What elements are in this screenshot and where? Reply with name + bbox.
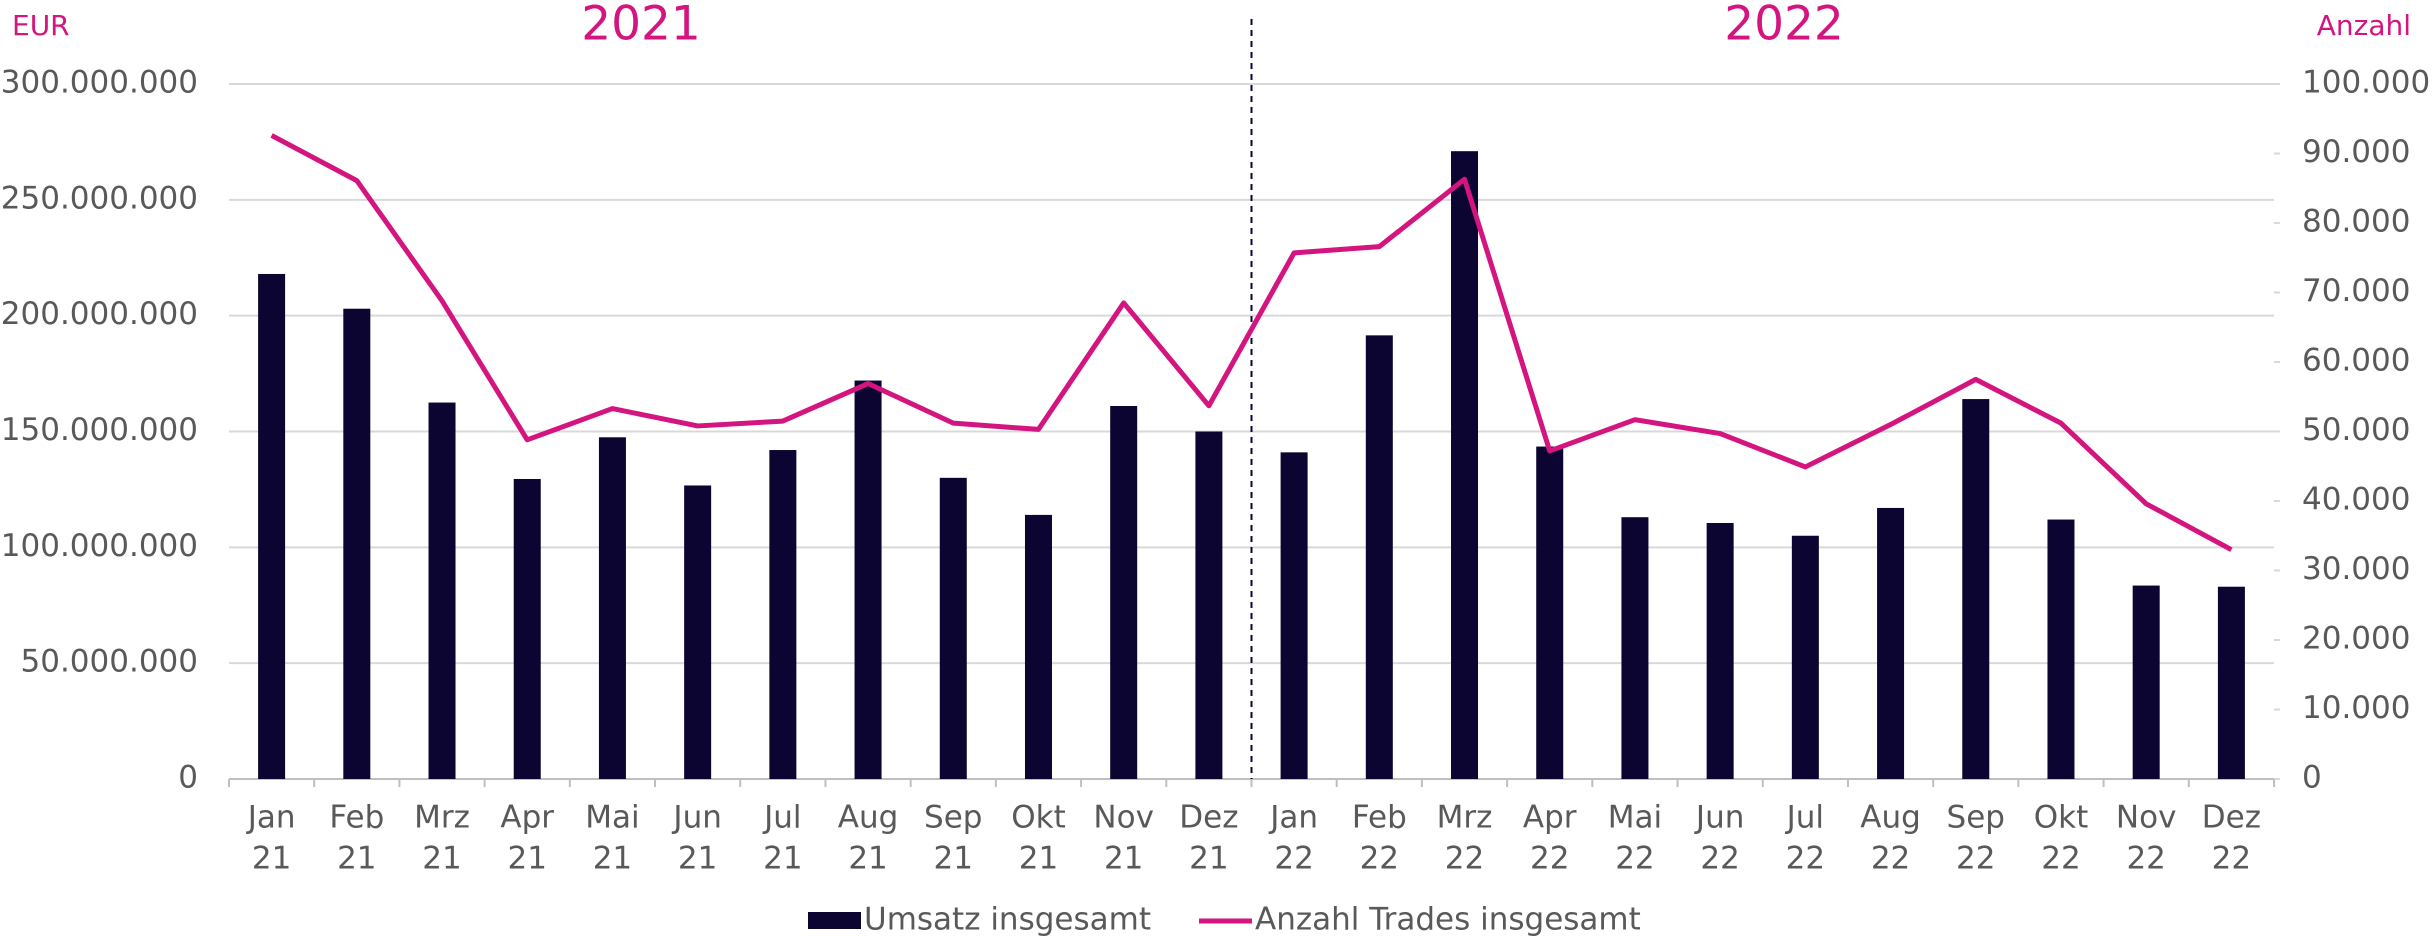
y2-tick-label: 80.000 — [2302, 204, 2410, 240]
x-tick-label: Jan — [1268, 800, 1318, 836]
x-tick-label: Nov — [1093, 800, 1154, 836]
legend-label: Anzahl Trades insgesamt — [1255, 902, 1641, 936]
y-tick-label: 250.000.000 — [1, 180, 198, 216]
y2-tick-label: 70.000 — [2302, 273, 2410, 309]
x-tick-label: 21 — [848, 841, 887, 877]
x-tick-label: 21 — [508, 841, 547, 877]
x-tick-label: 22 — [1530, 841, 1569, 877]
x-tick-label: Aug — [1860, 800, 1921, 836]
x-tick-label: 22 — [1274, 841, 1313, 877]
year-label: 2022 — [1724, 0, 1844, 52]
bar — [258, 273, 286, 779]
x-tick-label: 21 — [1104, 841, 1143, 877]
y2-tick-label: 0 — [2302, 760, 2322, 796]
legend-swatch — [808, 912, 861, 929]
x-tick-label: 21 — [678, 841, 717, 877]
x-tick-label: Jan — [246, 800, 296, 836]
bar — [1877, 507, 1905, 779]
bar — [513, 478, 541, 779]
x-tick-label: Sep — [924, 800, 982, 836]
line — [270, 133, 2233, 552]
y2-tick-label: 50.000 — [2302, 412, 2410, 448]
x-tick-label: Jul — [1785, 800, 1824, 836]
x-tick-label: 22 — [1700, 841, 1739, 877]
x-tick-label: Okt — [2034, 800, 2089, 836]
bar — [1365, 335, 1393, 779]
x-tick-label: Nov — [2116, 800, 2177, 836]
x-tick-label: 22 — [1360, 841, 1399, 877]
x-tick-label: Feb — [329, 800, 384, 836]
x-tick-label: Apr — [1523, 800, 1577, 836]
x-tick-label: Mai — [585, 800, 639, 836]
bar — [854, 380, 882, 779]
x-tick-label: 21 — [252, 841, 291, 877]
bar — [1536, 446, 1564, 779]
x-tick-label: Sep — [1947, 800, 2005, 836]
bar — [1962, 399, 1990, 779]
x-tick-label: Jun — [1694, 800, 1744, 836]
y2-tick-label: 30.000 — [2302, 551, 2410, 587]
y2-tick-label: 100.000 — [2302, 65, 2430, 101]
x-tick-label: Okt — [1011, 800, 1066, 836]
bar — [598, 437, 626, 779]
x-tick-label: 22 — [1956, 841, 1995, 877]
x-tick-label: Aug — [838, 800, 899, 836]
x-tick-label: 22 — [1615, 841, 1654, 877]
x-tick-label: 21 — [763, 841, 802, 877]
legend-label: Umsatz insgesamt — [864, 902, 1151, 936]
x-tick-label: Apr — [500, 800, 554, 836]
bar — [1706, 523, 1734, 779]
x-tick-label: 22 — [2041, 841, 2080, 877]
bar — [2132, 585, 2160, 779]
x-tick-label: Jul — [762, 800, 801, 836]
x-tick-label: Jun — [671, 800, 721, 836]
y-tick-label: 0 — [178, 760, 198, 796]
bar — [1621, 517, 1649, 779]
bar — [2217, 586, 2245, 779]
x-tick-label: Mrz — [414, 800, 470, 836]
y-tick-label: 50.000.000 — [21, 644, 199, 680]
x-tick-label: 21 — [1019, 841, 1058, 877]
bar — [769, 450, 797, 779]
y-axis-unit: EUR — [12, 9, 70, 42]
x-tick-label: Dez — [1179, 800, 1238, 836]
bar — [1024, 514, 1052, 779]
x-tick-label: 21 — [337, 841, 376, 877]
x-tick-label: 22 — [1871, 841, 1910, 877]
bar — [1195, 431, 1223, 779]
x-tick-label: 22 — [2126, 841, 2165, 877]
bar — [1280, 452, 1308, 779]
y2-tick-label: 90.000 — [2302, 134, 2410, 170]
x-tick-label: 21 — [934, 841, 973, 877]
x-tick-label: 22 — [2212, 841, 2251, 877]
y2-axis-unit: Anzahl — [2317, 9, 2411, 42]
x-tick-label: 21 — [422, 841, 461, 877]
x-tick-label: 21 — [593, 841, 632, 877]
bar — [1451, 151, 1479, 779]
y2-tick-label: 40.000 — [2302, 482, 2410, 518]
y-tick-label: 200.000.000 — [1, 296, 198, 332]
y2-tick-label: 20.000 — [2302, 621, 2410, 657]
bar — [684, 485, 712, 779]
y-tick-label: 100.000.000 — [1, 528, 198, 564]
x-tick-label: 22 — [1445, 841, 1484, 877]
y2-tick-label: 60.000 — [2302, 343, 2410, 379]
year-label: 2021 — [581, 0, 701, 52]
y2-tick-label: 10.000 — [2302, 690, 2410, 726]
x-tick-label: 22 — [1786, 841, 1825, 877]
bar — [428, 402, 456, 779]
y-tick-label: 150.000.000 — [1, 412, 198, 448]
bar — [343, 308, 371, 779]
x-tick-label: Mai — [1608, 800, 1662, 836]
bar — [1110, 406, 1138, 779]
x-tick-label: Feb — [1352, 800, 1407, 836]
x-tick-label: Dez — [2202, 800, 2261, 836]
bar — [1791, 535, 1819, 779]
y-tick-label: 300.000.000 — [1, 65, 198, 101]
bar — [2047, 519, 2075, 779]
bar — [939, 477, 967, 779]
x-tick-label: 21 — [1189, 841, 1228, 877]
x-tick-label: Mrz — [1437, 800, 1493, 836]
